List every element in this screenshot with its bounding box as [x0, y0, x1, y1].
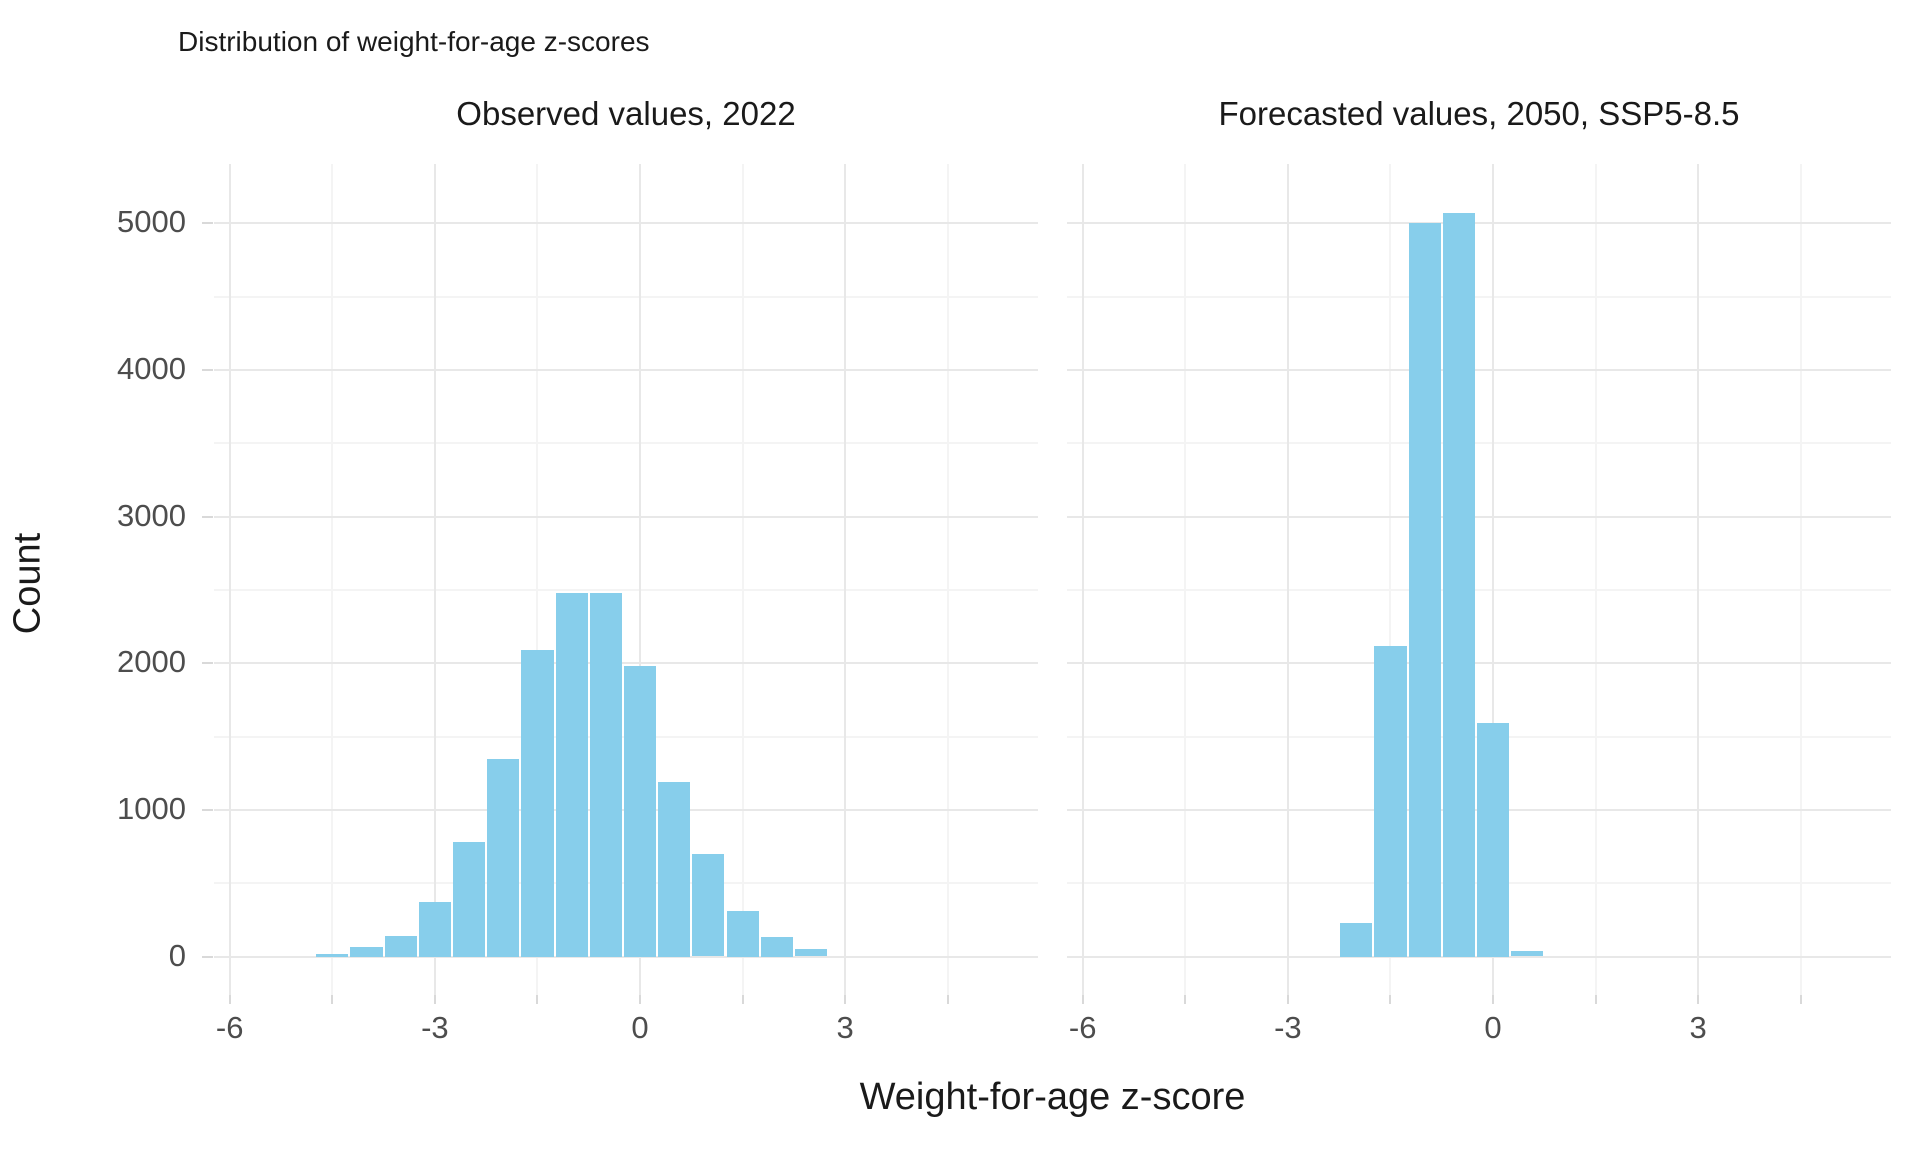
histogram-bar — [623, 665, 657, 957]
x-axis-tick — [1081, 995, 1084, 1004]
histogram-bar — [555, 592, 588, 957]
histogram-bar — [1340, 922, 1373, 957]
x-minor-gridline — [1594, 164, 1597, 995]
x-minor-gridline — [1799, 164, 1802, 995]
x-major-gridline — [1697, 164, 1700, 995]
x-axis-tick — [1594, 995, 1597, 1004]
x-minor-gridline — [741, 164, 744, 995]
x-tick-label: 0 — [631, 1010, 649, 1045]
plot-title: Distribution of weight-for-age z-scores — [178, 26, 650, 57]
y-tick-label: 3000 — [117, 497, 186, 533]
y-axis-tick — [202, 515, 213, 518]
histogram-bar — [760, 936, 793, 957]
x-minor-gridline — [536, 164, 539, 995]
y-major-gridline — [1067, 369, 1891, 372]
y-major-gridline — [1067, 662, 1891, 665]
y-axis-tick — [202, 955, 213, 958]
y-axis-tick — [202, 222, 213, 225]
panel-forecast — [1067, 164, 1891, 995]
histogram-bar — [1442, 213, 1475, 957]
y-tick-label: 0 — [168, 937, 186, 973]
histogram-bar — [692, 853, 725, 957]
x-axis-tick — [433, 995, 436, 1004]
y-major-gridline — [1067, 955, 1891, 958]
y-minor-gridline — [1067, 295, 1891, 298]
y-tick-label: 5000 — [117, 204, 186, 240]
x-minor-gridline — [1389, 164, 1392, 995]
histogram-bar — [418, 902, 451, 957]
x-tick-label: 3 — [1689, 1010, 1707, 1045]
x-major-gridline — [1081, 164, 1084, 995]
histogram-bar — [1374, 645, 1407, 957]
x-axis-tick — [946, 995, 949, 1004]
y-tick-label: 2000 — [117, 644, 186, 680]
x-axis-tick — [1184, 995, 1187, 1004]
histogram-bar — [794, 949, 828, 957]
x-axis-tick — [536, 995, 539, 1004]
histogram-bar — [1476, 723, 1510, 957]
histogram-bar — [1408, 223, 1441, 957]
x-minor-gridline — [331, 164, 334, 995]
y-axis-tick — [202, 662, 213, 665]
y-major-gridline — [1067, 222, 1891, 225]
x-axis-tick — [1492, 995, 1495, 1004]
histogram-bar — [589, 592, 622, 957]
panel-observed — [214, 164, 1038, 995]
x-minor-gridline — [946, 164, 949, 995]
y-major-gridline — [214, 515, 1038, 518]
x-tick-label: 3 — [836, 1010, 854, 1045]
histogram-bar — [350, 947, 383, 957]
y-major-gridline — [214, 662, 1038, 665]
y-major-gridline — [214, 222, 1038, 225]
x-axis-tick — [1697, 995, 1700, 1004]
y-tick-label: 1000 — [117, 790, 186, 826]
x-axis-tick — [844, 995, 847, 1004]
x-major-gridline — [228, 164, 231, 995]
facet-strip-forecast: Forecasted values, 2050, SSP5-8.5 — [1218, 95, 1740, 132]
x-axis-tick — [1799, 995, 1802, 1004]
x-major-gridline — [639, 164, 642, 995]
y-minor-gridline — [1067, 588, 1891, 591]
x-tick-label: 0 — [1484, 1010, 1502, 1045]
y-axis-tick — [202, 808, 213, 811]
x-axis-tick — [1389, 995, 1392, 1004]
x-axis-tick — [228, 995, 231, 1004]
x-tick-label: -6 — [215, 1010, 244, 1045]
facet-strip-observed: Observed values, 2022 — [456, 95, 796, 132]
x-tick-label: -6 — [1068, 1010, 1097, 1045]
y-minor-gridline — [214, 295, 1038, 298]
y-axis-tick — [202, 369, 213, 372]
x-major-gridline — [844, 164, 847, 995]
histogram-bar — [658, 782, 691, 957]
y-major-gridline — [1067, 515, 1891, 518]
histogram-bar — [384, 936, 417, 957]
y-minor-gridline — [214, 588, 1038, 591]
y-major-gridline — [214, 369, 1038, 372]
y-axis-title: Count — [6, 532, 49, 635]
x-tick-label: -3 — [421, 1010, 449, 1045]
x-minor-gridline — [1184, 164, 1187, 995]
histogram-bar — [453, 842, 486, 957]
x-axis-tick — [331, 995, 334, 1004]
histogram-bar — [521, 650, 554, 957]
histogram-bar — [1511, 951, 1544, 957]
histogram-bar — [726, 911, 759, 957]
x-major-gridline — [433, 164, 436, 995]
x-tick-label: -3 — [1274, 1010, 1302, 1045]
y-minor-gridline — [1067, 442, 1891, 445]
x-axis-tick — [1286, 995, 1289, 1004]
histogram-bar — [487, 758, 520, 957]
x-major-gridline — [1492, 164, 1495, 995]
x-axis-title: Weight-for-age z-score — [859, 1076, 1246, 1118]
histogram-bar — [316, 954, 349, 957]
y-tick-label: 4000 — [117, 351, 186, 387]
y-minor-gridline — [214, 442, 1038, 445]
x-major-gridline — [1286, 164, 1289, 995]
x-axis-tick — [741, 995, 744, 1004]
x-axis-tick — [639, 995, 642, 1004]
